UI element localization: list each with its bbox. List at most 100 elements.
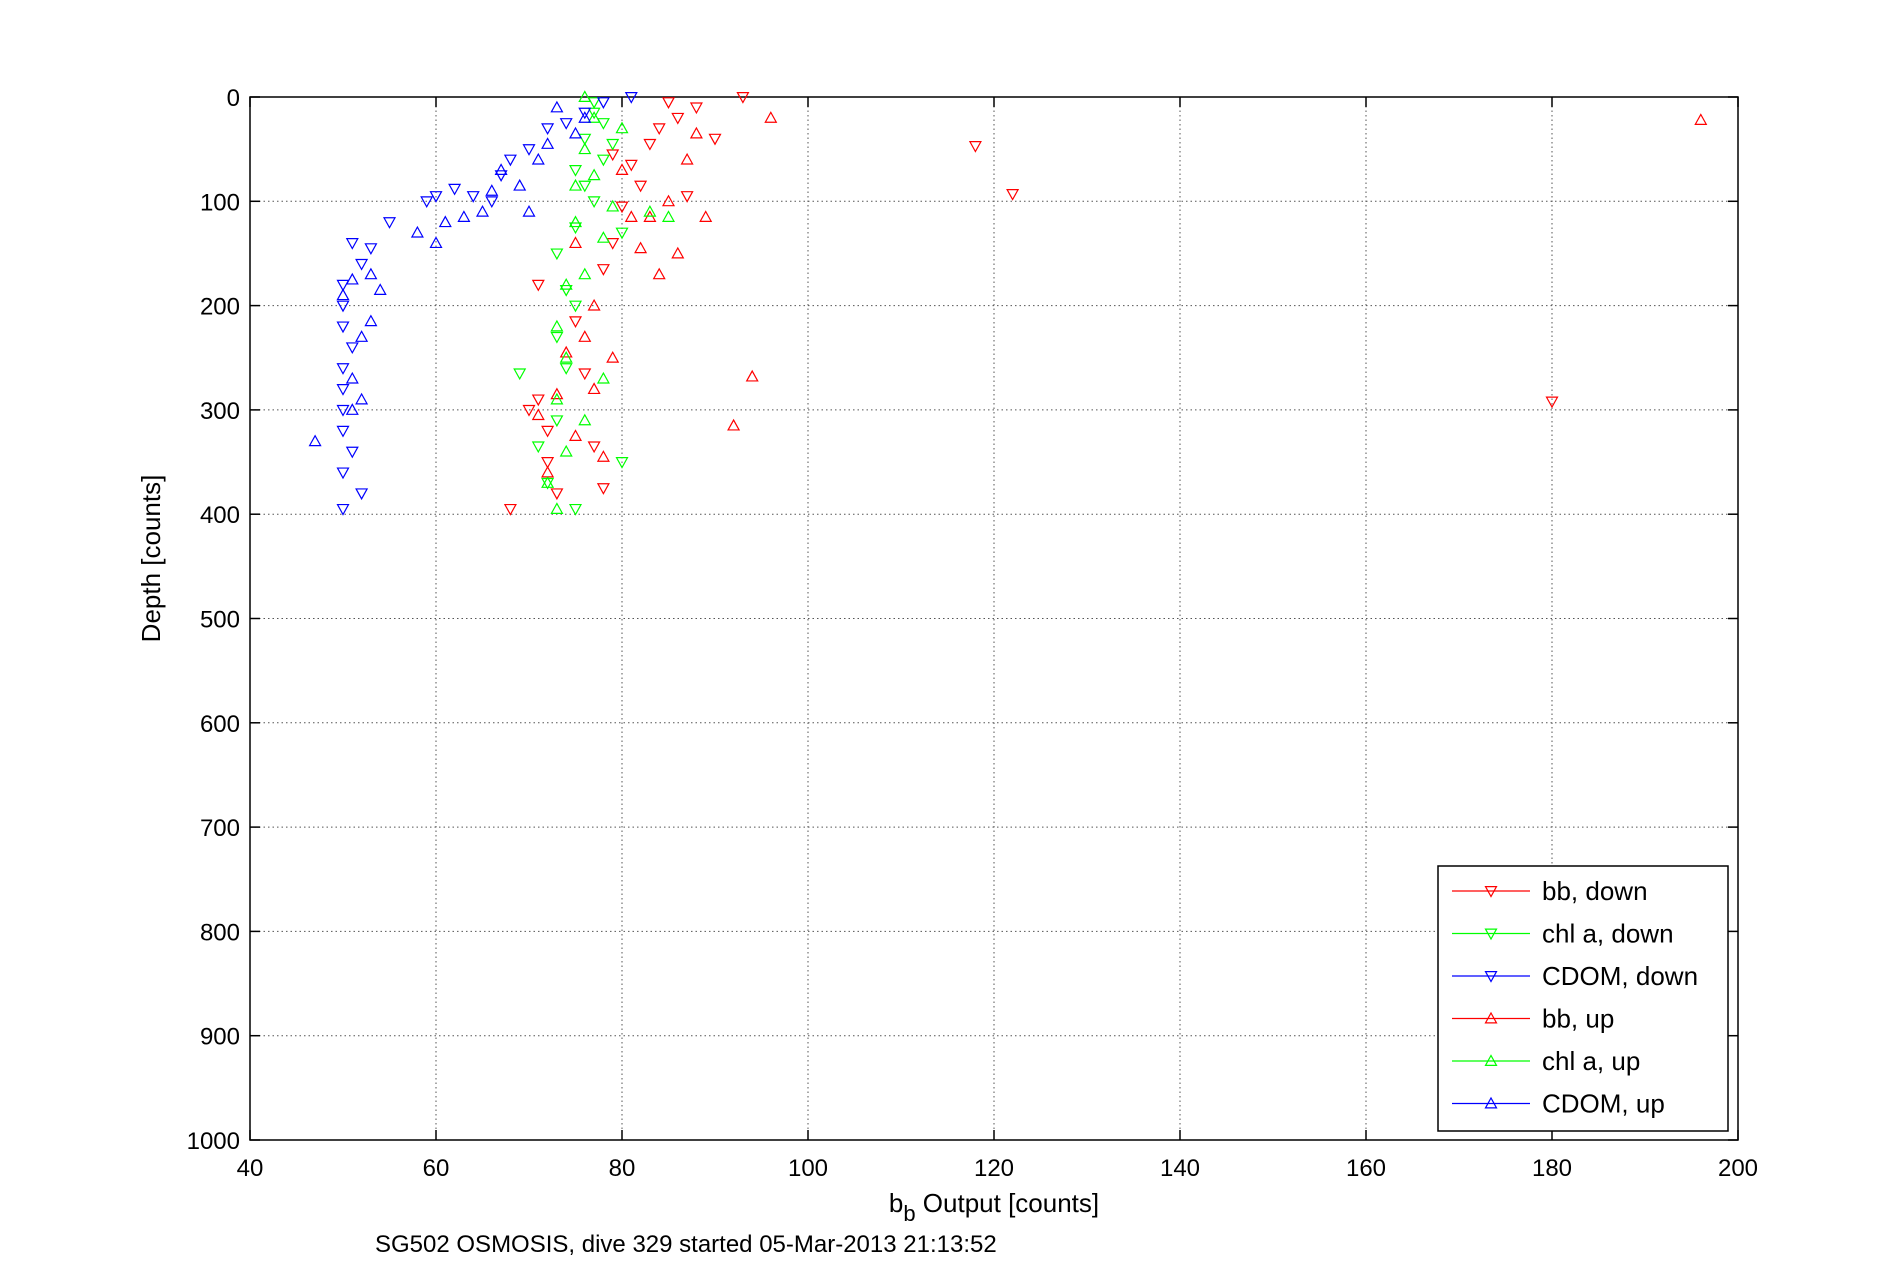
x-tick-label: 120 xyxy=(974,1155,1014,1182)
x-tick-label: 100 xyxy=(788,1155,828,1182)
legend-entry: chl a, down xyxy=(1452,919,1674,949)
x-tick-label: 60 xyxy=(423,1155,450,1182)
data-point xyxy=(578,90,592,103)
data-point xyxy=(345,446,359,459)
x-axis-label-rest: Output [counts] xyxy=(916,1188,1100,1218)
data-point xyxy=(596,97,610,109)
data-point xyxy=(494,163,508,176)
data-point xyxy=(420,196,434,209)
y-tick-label: 100 xyxy=(200,189,240,216)
data-point xyxy=(531,408,545,421)
data-point xyxy=(336,404,350,417)
data-point xyxy=(615,201,629,214)
data-point xyxy=(596,154,610,167)
data-point xyxy=(336,321,350,334)
data-point xyxy=(615,457,629,469)
x-axis-label: bb Output [counts] xyxy=(889,1188,1099,1226)
data-point xyxy=(531,279,545,292)
legend-label: CDOM, up xyxy=(1542,1089,1665,1119)
legend-label: CDOM, down xyxy=(1542,961,1698,991)
data-point xyxy=(485,184,499,196)
data-point xyxy=(634,241,648,254)
data-point xyxy=(513,178,527,191)
data-point xyxy=(345,238,359,250)
data-point xyxy=(1694,113,1708,125)
data-point xyxy=(559,118,573,130)
data-point xyxy=(522,404,536,417)
y-tick-label: 300 xyxy=(200,398,240,425)
legend-entry: bb, up xyxy=(1452,1004,1614,1034)
data-point xyxy=(336,384,350,396)
data-point xyxy=(550,319,564,332)
data-point xyxy=(550,100,564,113)
data-point xyxy=(596,483,610,495)
data-point xyxy=(541,123,555,136)
data-point xyxy=(578,111,592,123)
data-point xyxy=(568,429,583,441)
data-point xyxy=(652,267,666,280)
data-point xyxy=(410,225,424,238)
data-point xyxy=(568,236,583,249)
data-point xyxy=(680,152,694,165)
data-point xyxy=(624,91,638,104)
data-point xyxy=(587,107,601,120)
series-5 xyxy=(308,100,592,447)
data-point xyxy=(596,231,610,243)
data-point xyxy=(559,351,573,363)
legend-box xyxy=(1437,865,1729,1132)
data-point xyxy=(624,159,638,172)
data-point xyxy=(373,283,387,295)
data-point xyxy=(559,278,573,290)
data-point xyxy=(568,178,583,191)
y-tick-label: 800 xyxy=(200,919,240,946)
data-point xyxy=(652,123,666,136)
data-point xyxy=(689,126,703,139)
data-point xyxy=(736,91,750,104)
data-point xyxy=(689,102,703,115)
y-tick-label: 0 xyxy=(227,85,240,112)
data-point xyxy=(578,330,592,342)
x-axis-label-subscript: b xyxy=(903,1201,915,1226)
data-point xyxy=(559,284,573,297)
data-point xyxy=(336,363,350,375)
data-point xyxy=(578,368,592,381)
legend-entry: CDOM, down xyxy=(1452,961,1698,991)
data-point xyxy=(596,371,610,384)
data-markers xyxy=(308,90,1708,516)
data-point xyxy=(522,204,536,217)
data-point xyxy=(568,503,583,516)
legend-marker xyxy=(1484,1096,1498,1109)
data-point xyxy=(336,279,350,292)
data-point xyxy=(578,267,592,280)
y-tick-label: 400 xyxy=(200,502,240,529)
data-point xyxy=(345,342,359,355)
x-tick-label: 140 xyxy=(1160,1155,1200,1182)
data-point xyxy=(541,476,555,488)
x-tick-label: 40 xyxy=(237,1155,264,1182)
data-point xyxy=(708,133,722,146)
data-point xyxy=(550,387,564,400)
legend-label: bb, up xyxy=(1542,1004,1614,1034)
data-point xyxy=(541,137,555,149)
data-point xyxy=(587,298,601,311)
legend-marker xyxy=(1484,1011,1498,1024)
data-point xyxy=(345,403,359,415)
y-tick-label: 200 xyxy=(200,294,240,321)
data-point xyxy=(568,215,583,228)
y-axis-label: Depth [counts] xyxy=(136,475,166,643)
data-point xyxy=(364,314,378,327)
data-point xyxy=(578,133,592,146)
data-point xyxy=(1006,188,1020,201)
data-point xyxy=(596,450,610,462)
legend-marker xyxy=(1484,970,1498,983)
data-point xyxy=(587,441,601,454)
data-point xyxy=(643,138,657,151)
data-point xyxy=(550,502,564,514)
data-point xyxy=(680,191,694,203)
data-point xyxy=(568,126,583,139)
legend-marker xyxy=(1484,1054,1498,1067)
data-point xyxy=(355,258,369,271)
data-point xyxy=(513,368,527,381)
data-point xyxy=(550,392,564,405)
